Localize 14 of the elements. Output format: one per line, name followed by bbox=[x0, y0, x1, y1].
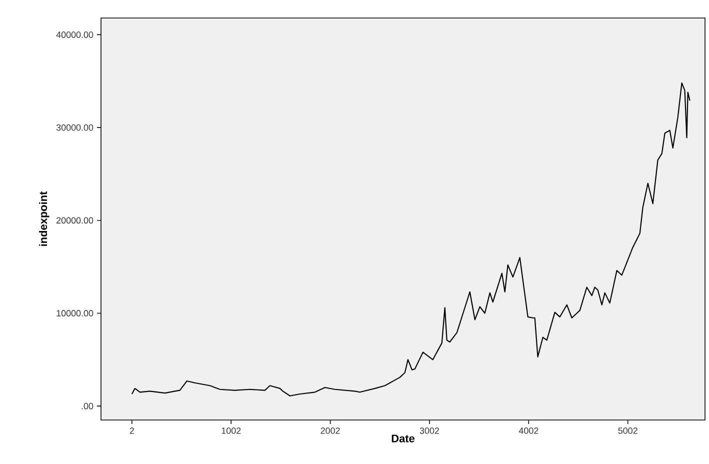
x-tick-label: 2002 bbox=[320, 428, 340, 434]
y-tick-label: 20000.00 bbox=[56, 217, 94, 224]
y-tick-label: 30000.00 bbox=[56, 124, 94, 131]
x-tick-label: 2 bbox=[130, 428, 134, 434]
line-series bbox=[131, 82, 690, 396]
x-tick-label: 4002 bbox=[518, 428, 538, 434]
y-tick-label: .00 bbox=[82, 402, 94, 410]
x-tick-label: 1002 bbox=[222, 428, 241, 434]
x-axis-title: Date bbox=[392, 434, 415, 442]
y-tick-label: 40000.00 bbox=[56, 32, 94, 38]
y-axis-title: indexpoint bbox=[39, 191, 50, 246]
x-tick-label: 5002 bbox=[618, 428, 638, 434]
x-tick-label: 3002 bbox=[420, 428, 439, 434]
y-tick-label: 10000.00 bbox=[56, 310, 94, 316]
